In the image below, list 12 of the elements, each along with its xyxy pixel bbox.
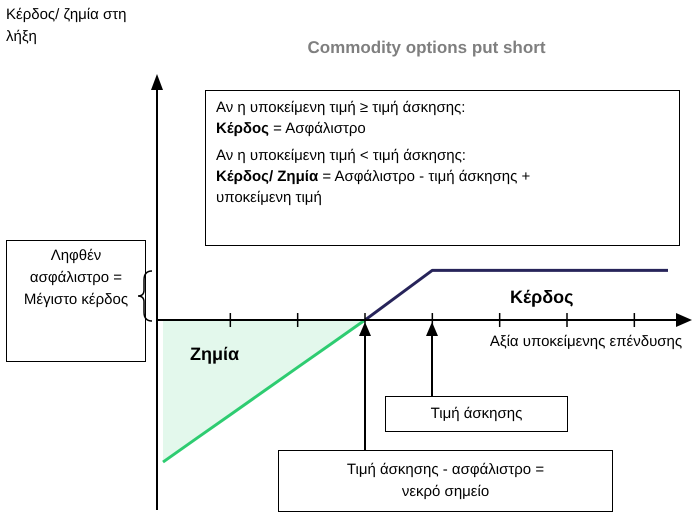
annotation: Ζημία (190, 344, 240, 365)
text: Κέρδος/ Ζημία = Ασφάλιστρο - τιμή άσκησης + υποκείμενη τιμή (216, 167, 532, 208)
text: Κέρδος/ ζημία στη λήξη (6, 5, 128, 47)
annotation: Τιμή άσκησης (430, 405, 524, 422)
x-axis-title: Αξία υποκείμενης επένδυσης (488, 332, 684, 352)
chart-title: Commodity options put short (306, 38, 546, 58)
text: Ληφθέν ασφάλιστρο = Μέγιστο κέρδος (22, 246, 130, 310)
text: Αν η υποκείμενη τιμή ≥ τιμή άσκησης: (216, 98, 466, 118)
text: Κέρδος = Ασφάλιστρο (216, 119, 367, 139)
annotation: Κέρδος (510, 287, 574, 308)
annotation: Τιμή άσκησης - ασφάλιστρο = νεκρό σημείο (346, 460, 546, 502)
text: Αν η υποκείμενη τιμή < τιμή άσκησης: (216, 146, 467, 166)
